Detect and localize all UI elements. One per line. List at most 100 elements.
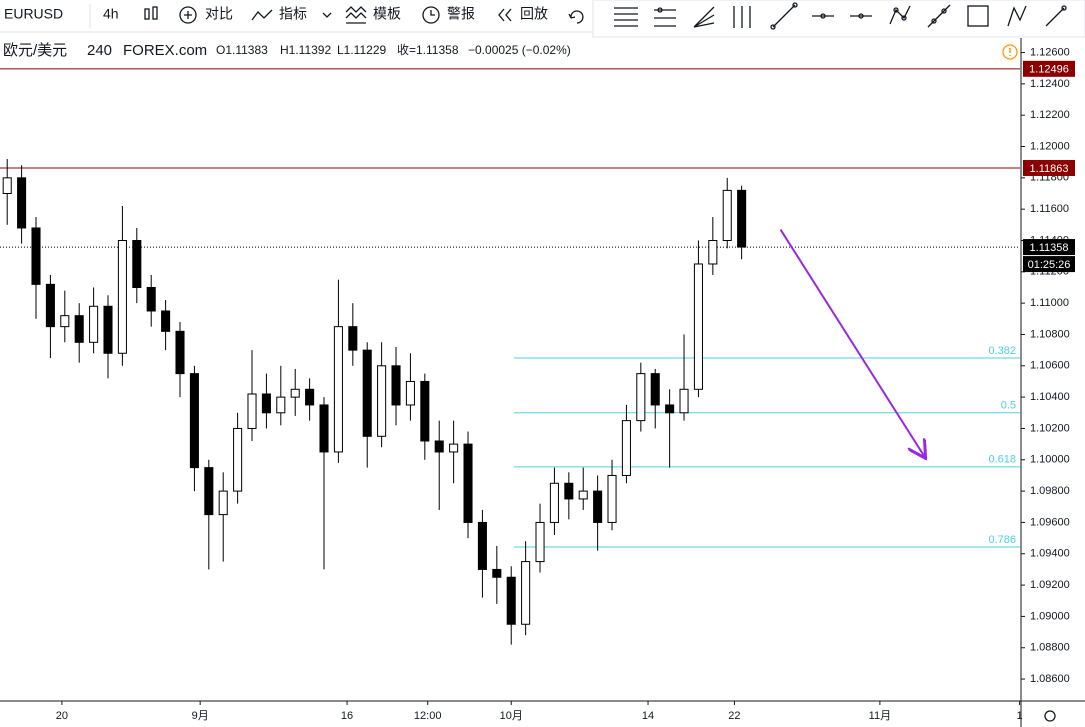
candle-body	[650, 373, 660, 406]
warning-icon[interactable]	[1002, 44, 1018, 60]
y-tick-label: 1.12200	[1030, 109, 1070, 121]
indicators[interactable]: 指标	[279, 6, 307, 22]
fib-label: 0.5	[1001, 400, 1016, 412]
candle-body	[117, 239, 127, 354]
candle-body	[261, 393, 271, 414]
x-tick-label: 16	[341, 710, 353, 722]
candle-body	[377, 365, 387, 437]
candle-body	[362, 349, 372, 437]
x-tick-label: 22	[728, 710, 740, 722]
y-tick-label: 1.12000	[1030, 140, 1070, 152]
y-tick-label: 1.12400	[1030, 78, 1070, 90]
price-badge	[1023, 60, 1075, 77]
chart: 1.126001.124001.122001.120001.118001.116…	[0, 46, 1075, 722]
candle-body	[593, 490, 603, 523]
candle-body	[665, 404, 675, 414]
last-price-badge	[1023, 239, 1075, 256]
open: O1.11383	[216, 43, 268, 57]
candle-body	[146, 286, 156, 312]
candle-body	[60, 315, 70, 328]
compare-icon[interactable]	[179, 6, 197, 24]
templates[interactable]: 模板	[373, 6, 401, 22]
alert-hand	[430, 10, 435, 16]
candle-body	[434, 440, 444, 453]
candle-body	[89, 305, 99, 343]
candle-body	[204, 467, 214, 516]
fib-label: 0.382	[988, 345, 1016, 357]
candle-body	[45, 283, 55, 328]
settings-icon[interactable]	[1044, 710, 1056, 722]
fib-label: 0.786	[988, 534, 1016, 546]
candle-body	[233, 427, 243, 492]
candle-body	[535, 521, 545, 563]
x-tick-label: 1	[1017, 710, 1023, 722]
candle-body	[31, 227, 41, 285]
candle-body	[290, 388, 300, 398]
candle-body	[463, 443, 473, 523]
candle-body	[319, 404, 329, 453]
candle-body	[693, 263, 703, 390]
candle-body	[492, 568, 502, 578]
candle-body	[737, 189, 747, 248]
alert-icon[interactable]	[422, 6, 440, 24]
candle-body	[161, 310, 171, 332]
candle-body	[549, 482, 559, 523]
symbol[interactable]: EURUSD	[4, 6, 63, 22]
candle-body	[218, 490, 228, 516]
x-tick-label: 10月	[500, 710, 523, 722]
countdown-label: 01:25:26	[1028, 259, 1071, 271]
candle-body	[578, 490, 588, 500]
fib-label: 0.618	[988, 454, 1016, 466]
y-tick-label: 1.08600	[1030, 673, 1070, 685]
candle-body	[17, 177, 27, 229]
candle-body	[74, 315, 84, 343]
y-tick-label: 1.10800	[1030, 328, 1070, 340]
price-badge-label: 1.11863	[1030, 163, 1069, 175]
candle-body	[506, 576, 516, 625]
candle-body	[405, 380, 415, 406]
y-tick-label: 1.10600	[1030, 360, 1070, 372]
candle-body	[420, 380, 430, 442]
compare-plus	[184, 11, 192, 19]
close: 收=1.11358	[397, 43, 459, 57]
price-badge	[1023, 159, 1075, 176]
y-tick-label: 1.10400	[1030, 391, 1070, 403]
replay[interactable]: 回放	[520, 6, 548, 22]
candle-body	[636, 373, 646, 422]
candle-body	[132, 239, 142, 288]
candle-body	[333, 326, 343, 453]
undo-icon[interactable]	[568, 10, 584, 24]
template-icon[interactable]	[345, 6, 367, 24]
header-interval: 240	[87, 42, 112, 59]
trend-arrow	[779, 228, 925, 457]
y-tick-label: 1.09000	[1030, 610, 1070, 622]
y-tick-label: 1.09600	[1030, 516, 1070, 528]
replay-icon[interactable]	[498, 8, 512, 22]
x-tick-label: 14	[642, 710, 654, 722]
drawing-tools[interactable]	[614, 2, 1067, 30]
candle-body	[449, 443, 459, 453]
alerts[interactable]: 警报	[447, 6, 475, 22]
interval[interactable]: 4h	[103, 6, 119, 22]
candle-icon[interactable]	[144, 6, 158, 20]
y-tick-label: 1.10000	[1030, 454, 1070, 466]
y-tick-label: 1.09400	[1030, 548, 1070, 560]
dropdown[interactable]	[322, 12, 332, 18]
x-tick-label: 12:00	[414, 710, 442, 722]
countdown-badge	[1023, 256, 1075, 273]
candle-body	[477, 521, 487, 570]
change: −0.00025 (−0.02%)	[468, 43, 571, 57]
price-badge-label: 1.12496	[1029, 64, 1069, 76]
indicator-icon[interactable]	[251, 9, 273, 21]
candle-body	[175, 330, 185, 375]
candle-body	[564, 482, 574, 500]
candle-body	[247, 393, 257, 429]
candle-body	[103, 305, 113, 354]
candle-body	[2, 177, 12, 195]
exchange: FOREX.com	[123, 42, 207, 59]
x-tick-label: 11月	[869, 710, 891, 722]
compare[interactable]: 对比	[205, 6, 233, 22]
candle-body	[607, 474, 617, 523]
y-tick-label: 1.10200	[1030, 422, 1070, 434]
